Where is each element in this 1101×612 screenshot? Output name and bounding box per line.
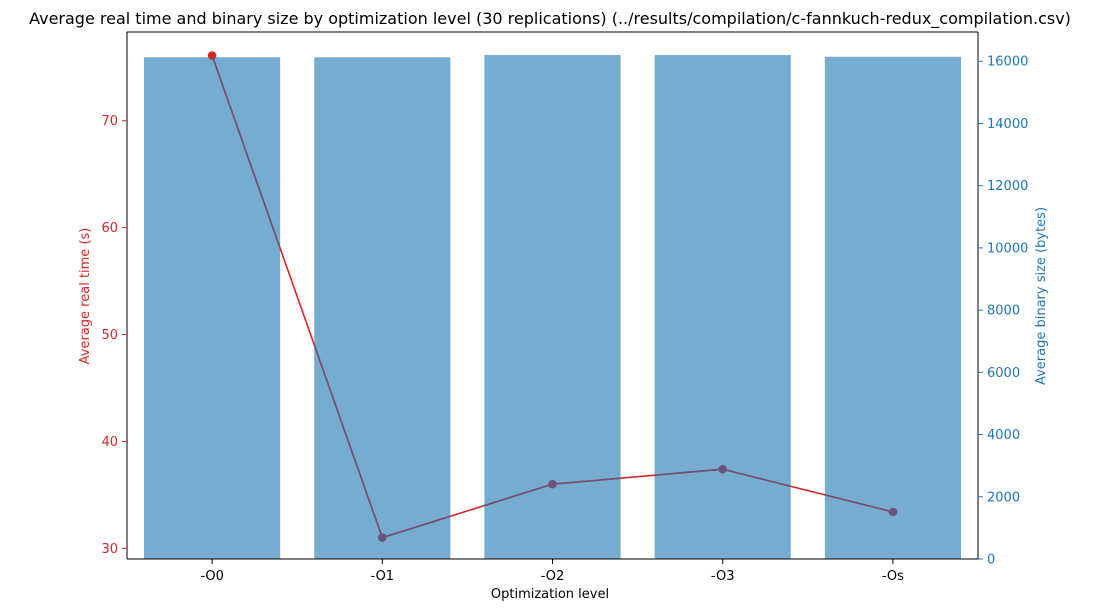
bar-o3 [654,55,791,560]
line-series [207,51,898,542]
y-right-tick-label: 4000 [987,428,1020,443]
axes: -O0 -O1 -O2 -O3 -Os 30 40 50 60 70 0 2000 4000 6000 80… [101,31,1028,584]
y-right-tick-label: 16000 [987,55,1028,70]
x-tick-label: -O0 [200,569,224,584]
x-tick-label: -Os [882,569,904,584]
bar-o1 [314,57,451,559]
x-axis-label: Optimization level [491,587,609,602]
y-left-tick-label: 60 [101,221,118,236]
bar-os [824,56,961,560]
y-right-tick-label: 12000 [987,179,1028,194]
y-right-tick-label: 8000 [987,304,1020,319]
line-point-o0 [207,51,217,60]
chart-title: Average real time and binary size by opt… [29,9,1071,29]
x-tick-label: -O2 [541,569,565,584]
y-left-tick-label: 30 [101,542,118,557]
y-right-tick-label: 0 [987,553,995,568]
y-axis-right-label: Average binary size (bytes) [1034,207,1049,385]
bar-o0 [144,57,281,559]
bar-series [144,55,961,560]
bar-o2 [484,55,621,560]
y-left-tick-label: 50 [101,328,118,343]
y-right-tick-label: 6000 [987,366,1020,381]
y-left-tick-label: 70 [101,114,118,129]
line-path-overlap [211,55,894,539]
y-right-tick-label: 14000 [987,117,1028,132]
y-axis-left-label: Average real time (s) [78,228,93,365]
y-left-tick-label: 40 [101,435,118,450]
x-tick-label: -O3 [711,569,735,584]
y-right-tick-label: 10000 [987,241,1028,256]
y-right-tick-label: 2000 [987,490,1020,505]
x-tick-label: -O1 [371,569,395,584]
